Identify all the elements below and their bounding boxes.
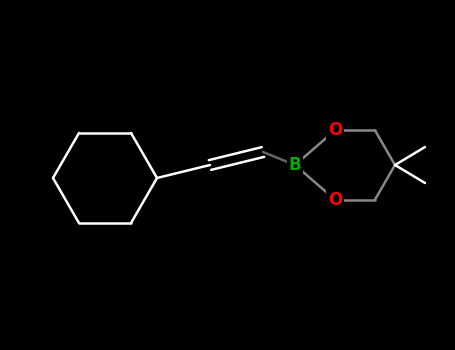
Text: B: B	[288, 156, 301, 174]
Text: O: O	[328, 191, 342, 209]
Text: O: O	[328, 121, 342, 139]
